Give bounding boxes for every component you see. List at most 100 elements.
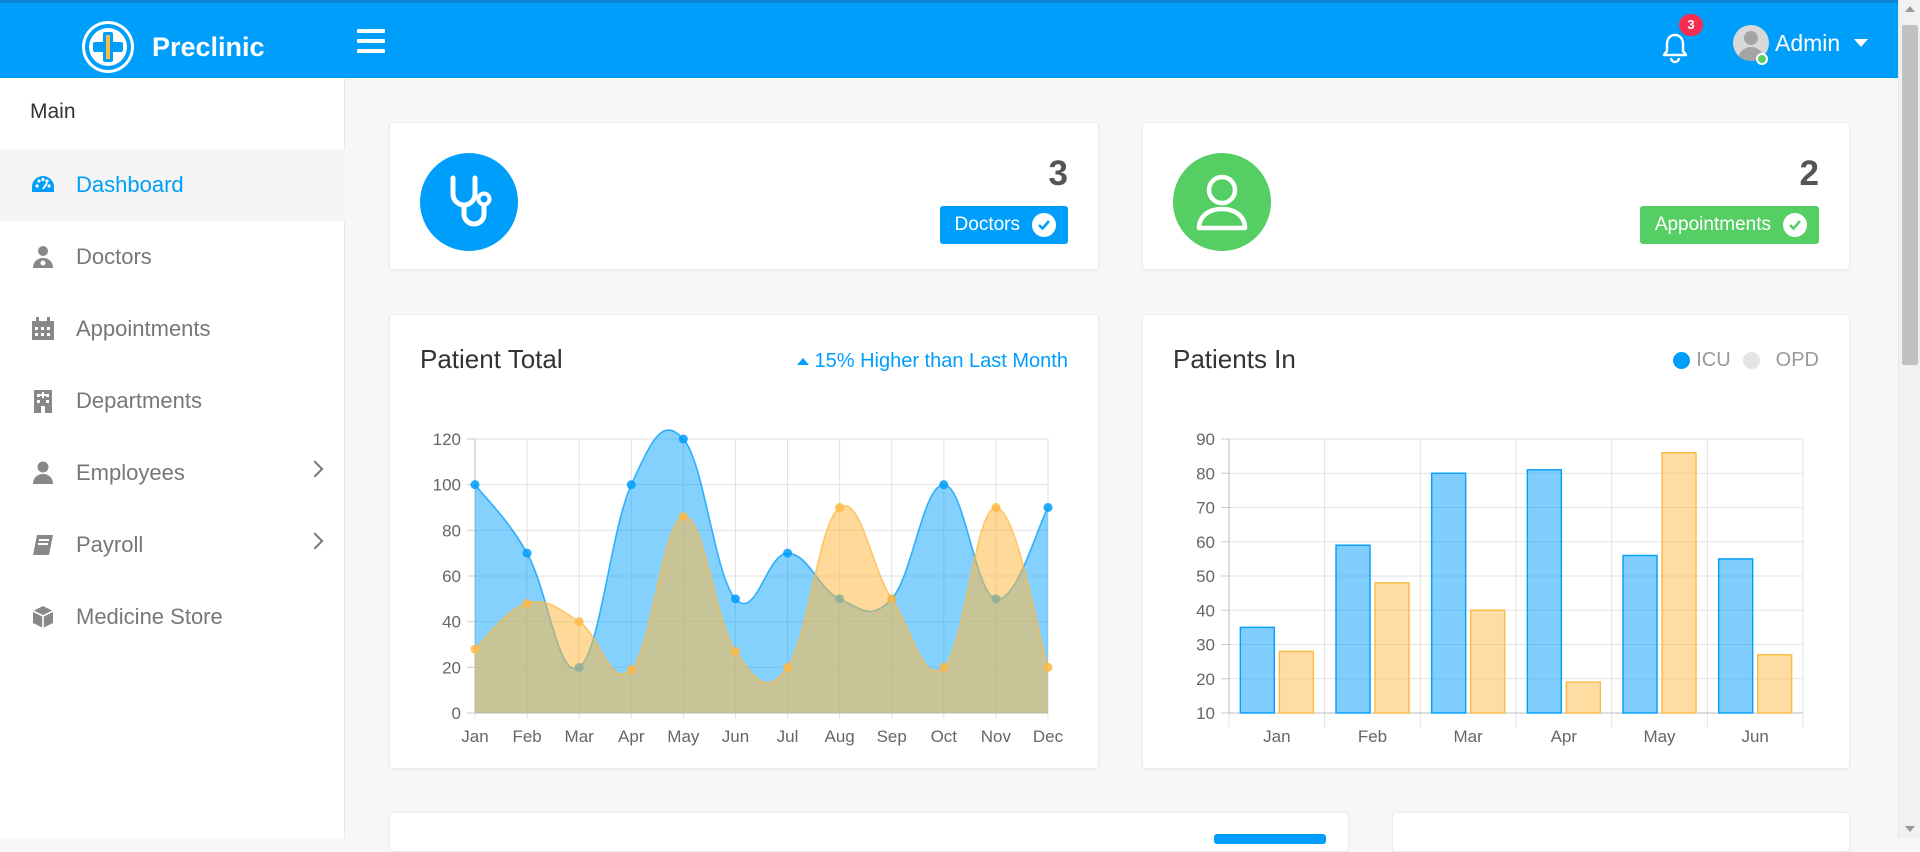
legend-icu-swatch: [1673, 352, 1691, 369]
legend-opd-label: OPD: [1775, 349, 1819, 371]
top-header: Preclinic 3 Admin: [0, 0, 1920, 78]
legend-icu-label: ICU: [1696, 349, 1731, 371]
data-point: [939, 662, 949, 672]
check-icon: [1783, 213, 1807, 237]
appointments-label-badge[interactable]: Appointments: [1639, 206, 1819, 244]
x-tick-label: Jul: [777, 727, 799, 746]
y-tick-label: 40: [1196, 601, 1215, 620]
x-tick-label: May: [1643, 727, 1676, 746]
x-tick-label: Sep: [877, 727, 907, 746]
bar-icu: [1526, 469, 1563, 714]
side-card: [1392, 812, 1850, 852]
x-tick-label: May: [667, 727, 700, 746]
bar-opd: [1469, 609, 1506, 714]
logo-icon: [82, 21, 134, 73]
legend-opd-swatch: [1742, 352, 1760, 369]
data-point: [1043, 662, 1053, 672]
y-tick-label: 80: [442, 521, 461, 540]
y-tick-label: 90: [1196, 430, 1215, 449]
stat-card-doctors: 3 Doctors: [389, 122, 1099, 270]
data-point: [991, 503, 1001, 512]
bar-opd: [1374, 582, 1410, 714]
stat-card-appointments: 2 Appointments: [1142, 122, 1850, 270]
calendar-icon: [30, 316, 56, 342]
doctors-label-badge[interactable]: Doctors: [939, 206, 1068, 244]
x-tick-label: Feb: [1358, 727, 1387, 746]
chevron-right-icon: [306, 532, 324, 550]
y-tick-label: 60: [1196, 533, 1215, 552]
data-point: [730, 646, 740, 656]
doctor-icon: [30, 244, 56, 270]
data-point: [1043, 503, 1053, 512]
patient-total-title: Patient Total: [420, 344, 563, 374]
sidebar-item-label: Payroll: [76, 532, 144, 557]
scroll-down-icon[interactable]: [1905, 826, 1915, 832]
x-tick-label: Apr: [618, 727, 645, 746]
sidebar-item-departments[interactable]: Departments: [0, 365, 345, 437]
cube-icon: [30, 604, 56, 630]
doctors-count: 3: [1048, 154, 1068, 193]
caret-up-icon: [796, 358, 809, 365]
y-tick-label: 30: [1196, 636, 1215, 655]
user-icon: [30, 460, 56, 486]
sidebar-item-label: Dashboard: [76, 172, 184, 197]
sidebar-item-employees[interactable]: Employees: [0, 437, 345, 509]
x-tick-label: Apr: [1551, 727, 1578, 746]
notification-bell-icon[interactable]: [1660, 30, 1690, 64]
view-all-button[interactable]: [1214, 834, 1326, 844]
x-tick-label: Nov: [981, 727, 1012, 746]
bar-icu: [1335, 544, 1371, 714]
sidebar-item-dashboard[interactable]: Dashboard: [0, 149, 345, 221]
bar-opd: [1756, 654, 1793, 714]
scrollbar-thumb[interactable]: [1902, 25, 1918, 365]
bar-icu: [1239, 626, 1276, 714]
notification-count-badge: 3: [1679, 14, 1703, 36]
x-tick-label: Feb: [512, 727, 541, 746]
patients-in-title: Patients In: [1173, 344, 1296, 374]
y-tick-label: 20: [442, 658, 461, 677]
x-tick-label: Jun: [722, 727, 749, 746]
x-tick-label: Dec: [1033, 727, 1064, 746]
patients-in-chart: 10 20 30 40 50 60 70 80 90 Jan Feb Mar Apr May Jun: [1196, 430, 1804, 746]
brand-logo[interactable]: Preclinic: [82, 21, 265, 73]
x-tick-label: Aug: [825, 727, 855, 746]
sidebar: Main Dashboard Doctors Appointments Depa…: [0, 78, 345, 838]
check-icon: [1032, 213, 1056, 237]
stethoscope-icon: [420, 153, 518, 251]
data-point: [783, 662, 793, 672]
book-icon: [30, 532, 56, 558]
patient-total-chart: 0 20 40 60 80 100 120 Jan Feb Mar Apr May Jun Jul Aug S…: [433, 429, 1064, 746]
sidebar-item-payroll[interactable]: Payroll: [0, 509, 345, 581]
sidebar-item-label: Medicine Store: [76, 604, 223, 629]
sidebar-item-doctors[interactable]: Doctors: [0, 221, 345, 293]
y-tick-label: 50: [1196, 567, 1215, 586]
page-scrollbar[interactable]: [1898, 0, 1920, 838]
sidebar-item-label: Employees: [76, 460, 185, 485]
data-point: [522, 598, 532, 608]
data-point: [835, 503, 845, 512]
x-tick-label: Jan: [461, 727, 488, 746]
series-area: [475, 505, 1048, 713]
chart-legend: ICU OPD: [1673, 349, 1819, 372]
y-tick-label: 60: [442, 567, 461, 586]
scroll-up-icon[interactable]: [1905, 6, 1915, 12]
x-tick-label: Jun: [1741, 727, 1768, 746]
data-point: [470, 644, 480, 654]
data-point: [678, 512, 688, 522]
data-point: [574, 617, 584, 627]
sidebar-item-label: Appointments: [76, 316, 211, 341]
menu-toggle-icon[interactable]: [357, 29, 385, 53]
bar-opd: [1565, 681, 1602, 714]
online-status-dot: [1756, 53, 1768, 65]
sidebar-item-medicine-store[interactable]: Medicine Store: [0, 581, 345, 653]
y-tick-label: 80: [1196, 464, 1215, 483]
data-point: [470, 480, 480, 490]
appointments-count: 2: [1799, 154, 1819, 193]
data-point: [730, 594, 740, 604]
bar-icu: [1717, 558, 1754, 714]
growth-text: 15% Higher than Last Month: [814, 350, 1069, 372]
brand-name: Preclinic: [152, 31, 265, 62]
user-menu[interactable]: Admin: [1733, 25, 1869, 61]
sidebar-item-label: Doctors: [76, 244, 152, 269]
sidebar-item-appointments[interactable]: Appointments: [0, 293, 345, 365]
